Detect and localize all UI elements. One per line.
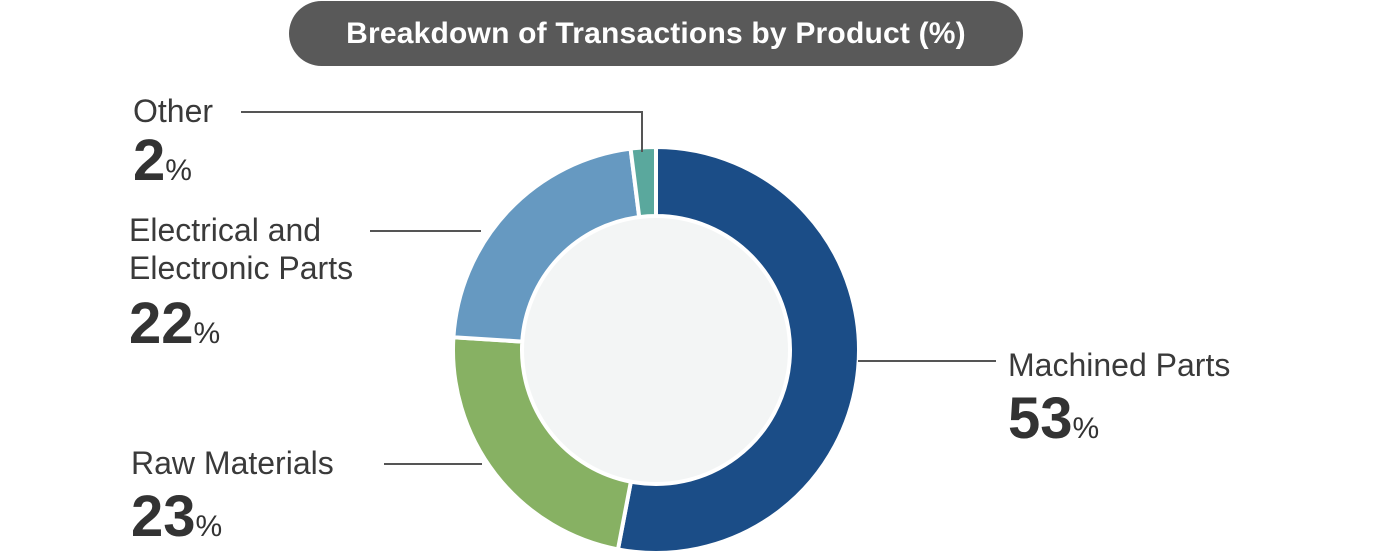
donut-slice-other <box>628 144 658 220</box>
label-other: Other 2% <box>133 92 213 200</box>
slice-value-electrical: 22% <box>129 295 399 363</box>
slice-label-machined-parts: Machined Parts <box>1008 347 1231 383</box>
slice-label-raw-materials: Raw Materials <box>131 445 334 481</box>
slice-value-raw-materials: 23% <box>131 488 334 556</box>
slice-value-number-other: 2 <box>133 128 166 193</box>
slice-value-number-raw-materials: 23 <box>131 484 196 549</box>
donut-center <box>524 218 788 482</box>
chart-title: Breakdown of Transactions by Product (%) <box>289 1 1023 66</box>
label-raw-materials: Raw Materials 23% <box>131 444 334 556</box>
label-electrical: Electrical and Electronic Parts 22% <box>129 211 399 363</box>
slice-unit-machined-parts: % <box>1072 412 1100 445</box>
slice-value-number-machined-parts: 53 <box>1008 386 1073 451</box>
slice-value-other: 2% <box>133 132 213 200</box>
slice-unit-raw-materials: % <box>195 510 223 543</box>
slice-value-machined-parts: 53% <box>1008 390 1230 458</box>
slice-unit-other: % <box>165 154 192 187</box>
slice-label-other: Other <box>133 93 214 129</box>
slice-unit-electrical: % <box>193 317 221 350</box>
donut-slice-machined-parts <box>615 144 861 555</box>
label-machined-parts: Machined Parts 53% <box>1008 346 1230 458</box>
slice-value-number-electrical: 22 <box>129 291 194 356</box>
leader-line-other <box>241 111 643 152</box>
slice-label-electrical: Electrical and Electronic Parts <box>129 212 354 286</box>
